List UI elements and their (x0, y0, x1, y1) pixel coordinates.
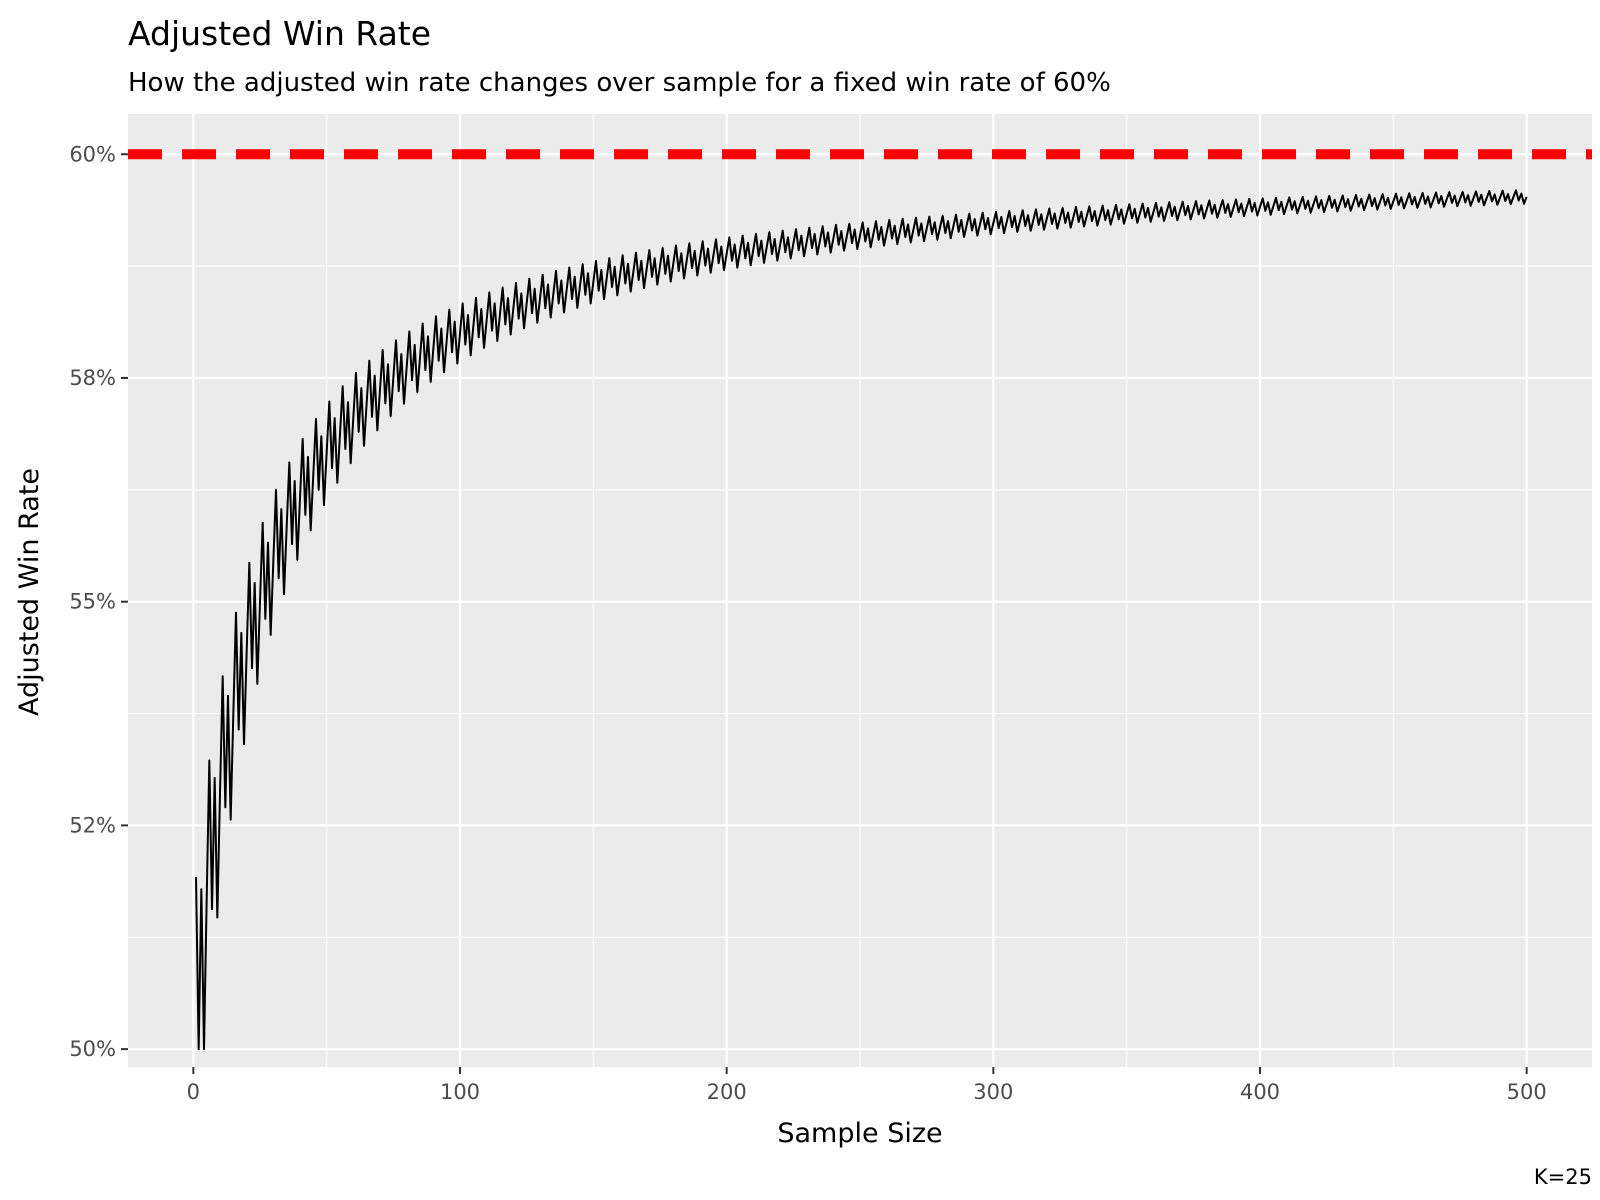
y-axis-title: Adjusted Win Rate (14, 468, 45, 716)
chart-caption: K=25 (1534, 1165, 1592, 1189)
x-axis-title: Sample Size (777, 1118, 942, 1149)
grid-minor (128, 114, 1592, 1067)
y-tick-label: 50% (69, 1037, 116, 1061)
x-tick-label: 0 (187, 1080, 200, 1104)
x-tick-label: 100 (440, 1080, 480, 1104)
chart-subtitle: How the adjusted win rate changes over s… (128, 68, 1111, 98)
series-layer (195, 189, 1528, 1051)
adjusted-win-rate-line (195, 189, 1528, 1051)
x-axis: 0 100 200 300 400 500 (187, 1067, 1547, 1104)
y-tick-label: 60% (69, 142, 116, 166)
x-tick-label: 200 (707, 1080, 747, 1104)
y-axis: 50% 52% 55% 58% 60% (69, 142, 128, 1061)
y-tick-label: 52% (69, 813, 116, 837)
x-tick-label: 400 (1240, 1080, 1280, 1104)
x-tick-label: 300 (973, 1080, 1013, 1104)
y-tick-label: 58% (69, 366, 116, 390)
y-tick-label: 55% (69, 590, 116, 614)
x-tick-label: 500 (1507, 1080, 1547, 1104)
chart-title: Adjusted Win Rate (128, 14, 431, 53)
